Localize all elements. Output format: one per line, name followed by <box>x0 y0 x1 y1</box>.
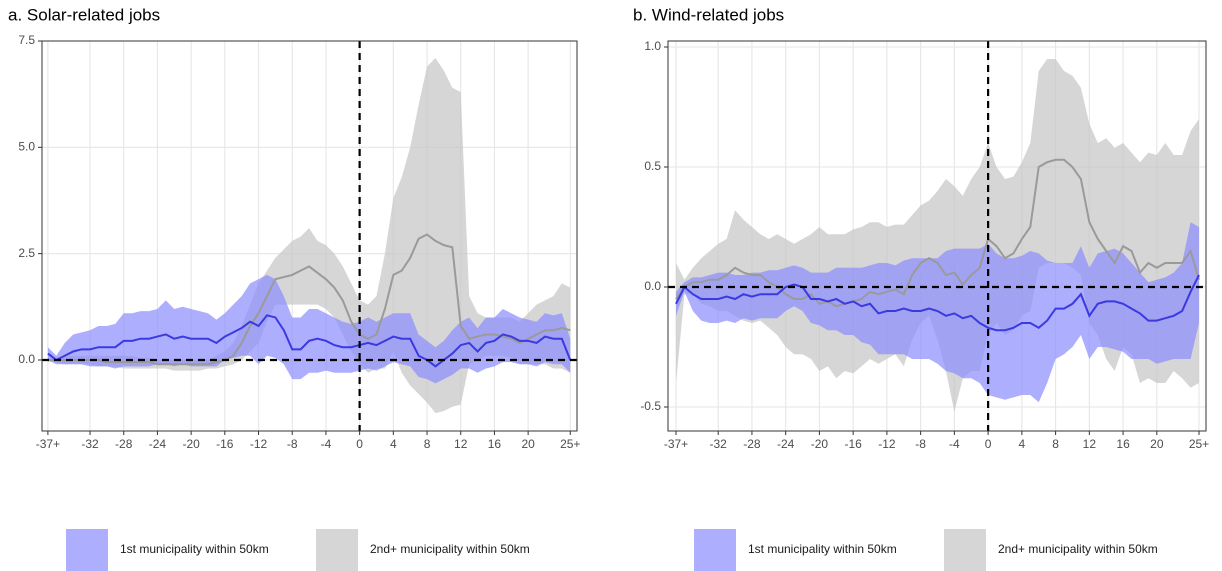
legend-label: 2nd+ municipality within 50km <box>998 542 1158 556</box>
x-tick-label: -16 <box>844 437 862 451</box>
legend-swatch <box>316 529 358 571</box>
panel: b. Wind-related jobs -0.5 0.0 0.5 1.0 -37+ -32… <box>633 5 1209 571</box>
x-tick-label: -37+ <box>664 437 688 451</box>
x-tick-label: 0 <box>356 437 363 451</box>
x-tick-label: -4 <box>321 437 332 451</box>
legend-label: 1st municipality within 50km <box>748 542 897 556</box>
y-tick-label: 2.5 <box>18 246 35 260</box>
x-tick-label: 4 <box>1019 437 1026 451</box>
x-tick-label: 0 <box>985 437 992 451</box>
legend-label: 2nd+ municipality within 50km <box>370 542 530 556</box>
estimate-line <box>47 233 571 366</box>
x-tick-label: 16 <box>1116 437 1130 451</box>
x-tick-label: 25+ <box>560 437 580 451</box>
x-tick-label: -20 <box>182 437 200 451</box>
panel-title: a. Solar-related jobs <box>8 5 160 24</box>
estimate-line <box>47 314 572 368</box>
x-tick-label: 25+ <box>1189 437 1209 451</box>
y-tick-label: 0.0 <box>644 279 661 293</box>
x-tick-label: 8 <box>424 437 431 451</box>
x-tick-label: -24 <box>149 437 167 451</box>
x-tick-label: 20 <box>1150 437 1164 451</box>
estimate-line <box>675 274 1200 332</box>
confidence-band <box>47 274 571 384</box>
y-tick-label: -0.5 <box>640 399 661 413</box>
x-tick-label: 4 <box>390 437 397 451</box>
confidence-band <box>676 59 1199 412</box>
x-tick-label: -32 <box>81 437 99 451</box>
x-tick-label: -20 <box>811 437 829 451</box>
x-tick-label: -16 <box>216 437 234 451</box>
legend-label: 1st municipality within 50km <box>120 542 269 556</box>
x-tick-label: -28 <box>743 437 761 451</box>
x-tick-label: 8 <box>1052 437 1059 451</box>
x-tick-label: -32 <box>710 437 728 451</box>
panel: a. Solar-related jobs 0.0 2.5 5.0 7.5 -37+ -32… <box>8 5 580 571</box>
x-tick-label: -37+ <box>36 437 60 451</box>
legend-swatch <box>944 529 986 571</box>
x-tick-label: 12 <box>454 437 468 451</box>
y-tick-label: 5.0 <box>18 139 35 153</box>
plot-border <box>667 40 1207 432</box>
panel-title: b. Wind-related jobs <box>633 5 784 24</box>
x-tick-label: 12 <box>1083 437 1097 451</box>
x-tick-label: -8 <box>915 437 926 451</box>
x-tick-label: 16 <box>488 437 502 451</box>
x-tick-label: -12 <box>878 437 896 451</box>
confidence-band <box>47 58 571 414</box>
x-tick-label: -24 <box>777 437 795 451</box>
y-tick-label: 1.0 <box>644 39 661 53</box>
x-tick-label: 20 <box>521 437 535 451</box>
legend-swatch <box>694 529 736 571</box>
plot-border <box>41 40 578 432</box>
legend-swatch <box>66 529 108 571</box>
x-tick-label: -28 <box>115 437 133 451</box>
y-tick-label: 0.0 <box>18 352 35 366</box>
x-tick-label: -12 <box>250 437 268 451</box>
y-tick-label: 0.5 <box>644 159 661 173</box>
confidence-band <box>676 222 1199 403</box>
y-tick-label: 7.5 <box>18 33 35 47</box>
x-tick-label: -8 <box>287 437 298 451</box>
estimate-line <box>675 158 1200 308</box>
x-tick-label: -4 <box>949 437 960 451</box>
